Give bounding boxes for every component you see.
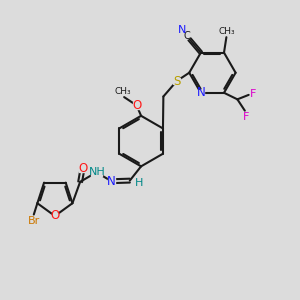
Text: N: N (196, 86, 205, 99)
Text: H: H (135, 178, 143, 188)
Text: O: O (50, 209, 59, 223)
Bar (134, 102, 140, 109)
Text: CH₃: CH₃ (114, 87, 131, 96)
Bar (108, 178, 115, 184)
Text: CH₃: CH₃ (218, 27, 235, 36)
Text: N: N (178, 25, 186, 35)
Text: O: O (78, 162, 87, 175)
Bar (198, 89, 204, 96)
Text: S: S (173, 74, 180, 88)
Bar (91, 169, 102, 175)
Text: C: C (183, 31, 190, 41)
Text: F: F (250, 89, 256, 99)
Bar (79, 165, 86, 172)
Text: N: N (107, 175, 116, 188)
Text: NH: NH (89, 167, 106, 177)
Text: Br: Br (28, 216, 40, 226)
Text: F: F (243, 112, 250, 122)
Bar (173, 78, 180, 84)
Text: O: O (132, 99, 141, 112)
Bar (52, 213, 58, 219)
